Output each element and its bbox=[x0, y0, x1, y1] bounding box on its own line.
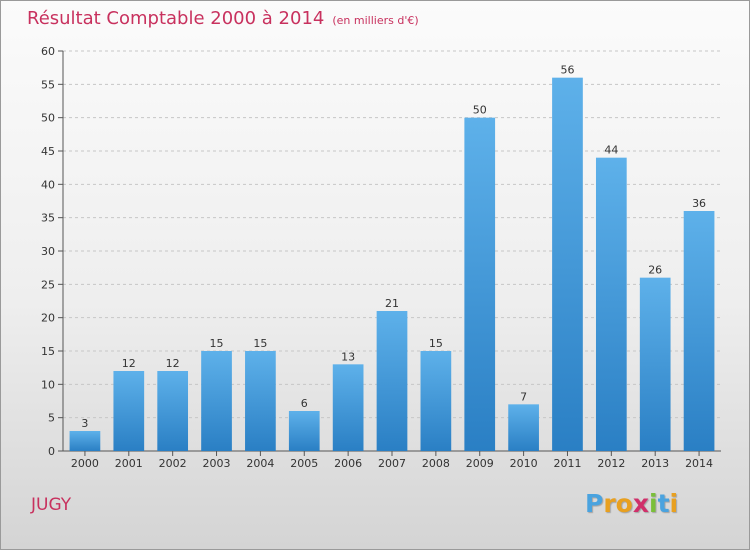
place-name: JUGY bbox=[31, 495, 72, 515]
data-label: 15 bbox=[210, 337, 224, 350]
y-tick-label: 40 bbox=[41, 178, 55, 191]
data-label: 50 bbox=[473, 104, 487, 117]
data-label: 15 bbox=[429, 337, 443, 350]
bar bbox=[69, 431, 101, 451]
bar bbox=[552, 77, 583, 452]
bar bbox=[113, 371, 145, 451]
logo-letter: o bbox=[615, 489, 633, 518]
bar bbox=[201, 351, 232, 451]
data-label: 36 bbox=[692, 197, 706, 210]
x-tick-label: 2005 bbox=[290, 457, 318, 470]
chart-unit: (en milliers d'€) bbox=[332, 14, 419, 27]
y-tick-label: 15 bbox=[41, 345, 55, 358]
logo-letter: x bbox=[632, 489, 649, 518]
y-tick-label: 45 bbox=[41, 145, 55, 158]
data-label: 12 bbox=[122, 357, 136, 370]
x-tick-label: 2000 bbox=[71, 457, 99, 470]
bar bbox=[332, 364, 364, 451]
data-label: 13 bbox=[341, 350, 355, 363]
data-label: 3 bbox=[81, 417, 88, 430]
data-label: 15 bbox=[253, 337, 267, 350]
logo-letter: P bbox=[585, 489, 604, 518]
y-tick-label: 10 bbox=[41, 378, 55, 391]
y-tick-label: 60 bbox=[41, 45, 55, 58]
x-tick-label: 2004 bbox=[246, 457, 274, 470]
x-tick-label: 2007 bbox=[378, 457, 406, 470]
bar bbox=[639, 277, 671, 451]
data-label: 56 bbox=[560, 64, 574, 77]
bar bbox=[420, 351, 452, 451]
bar bbox=[288, 411, 320, 451]
data-label: 12 bbox=[166, 357, 180, 370]
logo-letter: i bbox=[649, 489, 658, 518]
y-tick-label: 35 bbox=[41, 212, 55, 225]
data-label: 26 bbox=[648, 264, 662, 277]
logo-letter: t bbox=[657, 489, 670, 518]
y-tick-label: 30 bbox=[41, 245, 55, 258]
x-tick-label: 2009 bbox=[466, 457, 494, 470]
y-tick-label: 5 bbox=[48, 412, 55, 425]
x-tick-label: 2008 bbox=[422, 457, 450, 470]
bar bbox=[376, 311, 408, 451]
x-tick-label: 2014 bbox=[685, 457, 713, 470]
x-tick-label: 2002 bbox=[159, 457, 187, 470]
y-tick-label: 0 bbox=[48, 445, 55, 458]
bar bbox=[245, 351, 276, 451]
data-label: 44 bbox=[604, 144, 618, 157]
x-tick-label: 2013 bbox=[641, 457, 669, 470]
y-tick-label: 20 bbox=[41, 312, 55, 325]
y-tick-label: 50 bbox=[41, 112, 55, 125]
x-tick-label: 2011 bbox=[553, 457, 581, 470]
x-tick-label: 2001 bbox=[115, 457, 143, 470]
bar bbox=[595, 157, 627, 451]
logo-letter: r bbox=[603, 489, 616, 518]
chart-title: Résultat Comptable 2000 à 2014 (en millie… bbox=[27, 8, 419, 29]
bar bbox=[683, 211, 715, 451]
data-label: 6 bbox=[301, 397, 308, 410]
bar bbox=[508, 404, 539, 451]
chart-title-text: Résultat Comptable 2000 à 2014 bbox=[27, 8, 325, 29]
x-tick-label: 2012 bbox=[597, 457, 625, 470]
y-tick-label: 55 bbox=[41, 78, 55, 91]
logo-letter: i bbox=[669, 489, 679, 518]
y-tick-label: 25 bbox=[41, 278, 55, 291]
proxiti-logo: Proxiti bbox=[585, 489, 678, 518]
x-tick-label: 2010 bbox=[510, 457, 538, 470]
x-tick-label: 2003 bbox=[203, 457, 231, 470]
bar bbox=[464, 117, 496, 452]
data-label: 21 bbox=[385, 297, 399, 310]
x-tick-label: 2006 bbox=[334, 457, 362, 470]
bar bbox=[157, 371, 189, 451]
data-label: 7 bbox=[520, 390, 527, 403]
